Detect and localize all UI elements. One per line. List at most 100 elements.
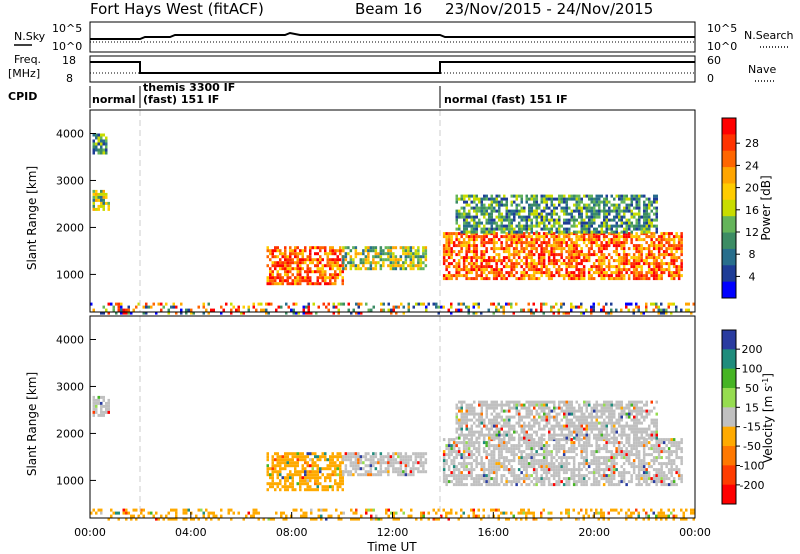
data-cell <box>557 274 561 278</box>
data-cell <box>326 458 329 462</box>
data-cell <box>132 308 135 312</box>
data-cell <box>617 450 621 454</box>
data-cell <box>580 456 583 460</box>
data-cell <box>95 410 98 414</box>
data-cell <box>286 282 289 286</box>
data-cell <box>329 264 332 268</box>
data-cell <box>362 455 365 459</box>
data-cell <box>100 192 103 196</box>
data-cell <box>336 485 339 489</box>
data-cell <box>613 224 616 228</box>
data-cell <box>414 467 418 471</box>
data-cell <box>462 444 466 448</box>
data-cell <box>665 456 668 460</box>
data-cell <box>645 253 648 257</box>
data-cell <box>276 482 279 486</box>
data-cell <box>274 452 277 456</box>
data-cell <box>304 261 307 265</box>
data-cell <box>107 404 110 408</box>
data-cell <box>532 471 536 475</box>
data-cell <box>301 255 304 259</box>
data-cell <box>540 406 543 410</box>
data-cell <box>447 447 451 451</box>
data-cell <box>339 270 342 274</box>
data-cell <box>495 209 498 213</box>
data-cell <box>585 474 588 478</box>
data-cell <box>598 209 601 213</box>
data-cell <box>507 247 511 251</box>
data-cell <box>627 247 631 251</box>
data-cell <box>655 238 658 242</box>
data-cell <box>545 406 548 410</box>
data-cell <box>580 409 583 413</box>
data-cell <box>337 302 340 306</box>
data-cell <box>490 271 493 275</box>
data-cell <box>271 482 274 486</box>
data-cell <box>467 474 471 478</box>
data-cell <box>677 474 681 478</box>
data-cell <box>379 249 383 253</box>
data-cell <box>667 238 671 242</box>
data-cell <box>460 406 463 410</box>
data-cell <box>520 444 523 448</box>
data-cell <box>502 311 505 315</box>
data-cell <box>550 465 553 469</box>
data-cell <box>100 148 103 152</box>
data-cell <box>392 255 395 259</box>
data-cell <box>266 488 269 492</box>
data-cell <box>605 456 608 460</box>
data-cell <box>394 461 398 465</box>
data-cell <box>397 470 400 474</box>
data-cell <box>485 274 488 278</box>
data-cell <box>530 450 533 454</box>
data-cell <box>657 238 661 242</box>
data-cell <box>102 305 105 309</box>
data-cell <box>553 409 556 413</box>
data-cell <box>294 452 297 456</box>
data-cell <box>628 400 631 404</box>
data-cell <box>289 473 292 477</box>
data-cell <box>294 473 297 477</box>
data-cell <box>662 238 666 242</box>
data-cell <box>595 406 598 410</box>
data-cell <box>472 253 476 257</box>
data-cell <box>387 246 390 250</box>
data-cell <box>637 459 641 463</box>
data-cell <box>650 218 653 222</box>
data-cell <box>147 305 150 309</box>
data-cell <box>502 468 506 472</box>
range-tick-label: 1000 <box>56 268 84 281</box>
data-cell <box>542 241 546 245</box>
data-cell <box>627 235 631 239</box>
data-cell <box>407 249 410 253</box>
data-cell <box>507 302 510 306</box>
data-cell <box>632 262 636 266</box>
data-cell <box>492 462 496 466</box>
data-cell <box>575 480 578 484</box>
data-cell <box>455 474 458 478</box>
data-cell <box>321 246 324 250</box>
data-cell <box>667 453 671 457</box>
data-cell <box>578 200 581 204</box>
data-cell <box>572 305 575 309</box>
data-cell <box>92 207 95 211</box>
data-cell <box>580 433 583 437</box>
data-cell <box>458 409 461 413</box>
data-cell <box>555 450 558 454</box>
data-cell <box>672 238 676 242</box>
data-cell <box>455 480 458 484</box>
data-cell <box>470 265 473 269</box>
data-cell <box>515 241 518 245</box>
data-cell <box>465 230 468 234</box>
data-cell <box>568 430 571 434</box>
data-cell <box>97 207 100 211</box>
data-cell <box>424 461 428 465</box>
data-cell <box>180 302 183 306</box>
data-cell <box>635 271 638 275</box>
data-cell <box>582 456 586 460</box>
data-cell <box>357 455 360 459</box>
data-cell <box>307 305 310 309</box>
data-cell <box>588 206 591 210</box>
data-cell <box>530 441 533 445</box>
data-cell <box>399 455 403 459</box>
